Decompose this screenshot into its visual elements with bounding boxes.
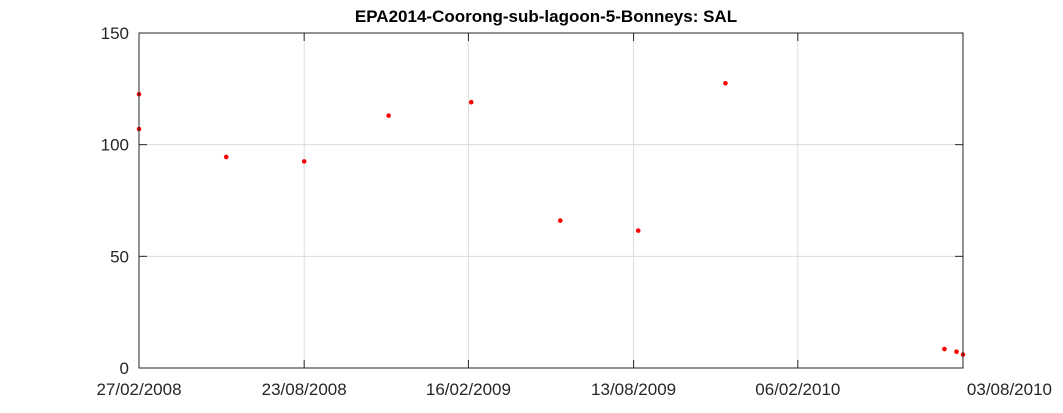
chart-title: EPA2014-Coorong-sub-lagoon-5-Bonneys: SA… <box>355 7 737 26</box>
x-tick-label: 13/08/2009 <box>591 380 676 399</box>
y-tick-label: 50 <box>110 247 129 266</box>
data-point <box>942 346 947 352</box>
axes-box <box>138 32 964 369</box>
data-point <box>723 80 728 86</box>
tick-labels: 27/02/2008 23/08/2008 16/02/2009 13/08/2009… <box>96 24 1052 399</box>
data-point <box>954 349 959 354</box>
x-tick-label: 03/08/2010 <box>967 380 1052 399</box>
x-tick-label: 23/08/2008 <box>262 380 347 399</box>
x-tick-label: 27/02/2008 <box>96 380 181 399</box>
x-tick-label: 06/02/2010 <box>755 380 840 399</box>
data-points <box>136 80 966 357</box>
data-point <box>468 99 474 105</box>
x-tick-label: 16/02/2009 <box>426 380 511 399</box>
data-point <box>386 113 391 118</box>
y-tick-label: 150 <box>101 24 129 43</box>
data-point <box>223 154 229 160</box>
data-point <box>557 218 563 223</box>
plot-area <box>139 33 963 368</box>
y-tick-label: 100 <box>101 136 129 155</box>
data-point <box>301 159 307 164</box>
data-point <box>635 228 641 233</box>
y-tick-label: 0 <box>120 359 129 378</box>
